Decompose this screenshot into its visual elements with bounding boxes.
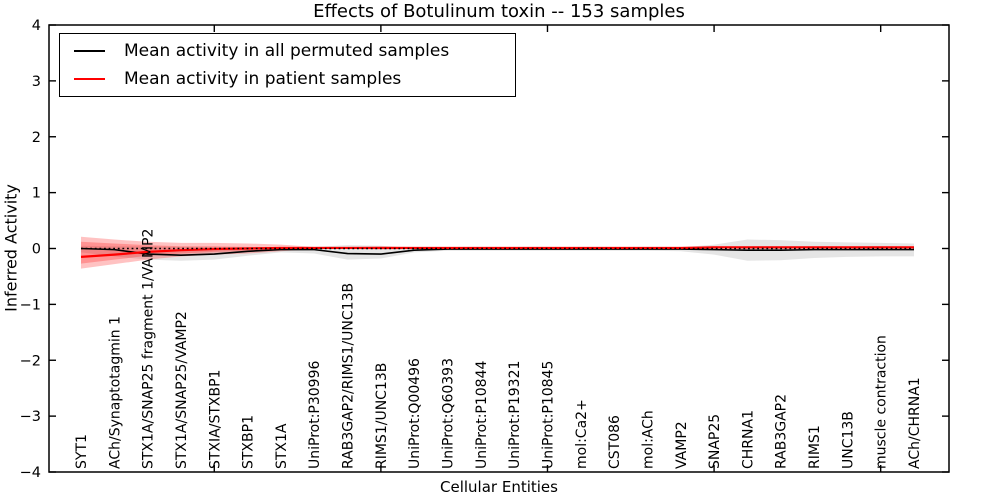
patient-std-band-outer (81, 236, 914, 269)
x-category-label: SYT1 (74, 434, 90, 469)
x-category-label: muscle contraction (874, 335, 890, 469)
legend-line-red-icon (74, 78, 105, 80)
x-category-label: UniProt:Q60393 (441, 358, 457, 469)
x-category-label: STX1A/SNAP25/VAMP2 (174, 311, 190, 469)
y-tick-label: −3 (20, 409, 41, 425)
y-tick-label: 1 (32, 186, 41, 202)
x-category-label: RAB3GAP2/RIMS1/UNC13B (341, 283, 357, 469)
x-category-label: CST086 (607, 415, 623, 469)
permuted-std-band (81, 239, 914, 261)
legend-line-black-icon (74, 50, 105, 52)
y-tick-label: −4 (20, 465, 41, 481)
x-category-label: VAMP2 (674, 421, 690, 469)
y-tick-label: 3 (32, 74, 41, 90)
x-category-label: STX1A (274, 423, 290, 469)
y-tick-label: −1 (20, 297, 41, 313)
x-category-label: STXIA/STXBP1 (207, 370, 223, 469)
x-category-label: SNAP25 (707, 414, 723, 469)
x-category-label: UniProt:P30996 (307, 361, 323, 469)
legend: Mean activity in all permuted samples Me… (59, 33, 516, 97)
x-category-label: STXBP1 (241, 415, 257, 469)
x-category-label: UNC13B (840, 411, 856, 469)
x-category-label: RIMS1 (807, 425, 823, 469)
y-tick-label: 4 (32, 18, 41, 34)
y-tick-label: 2 (32, 130, 41, 146)
x-category-label: RAB3GAP2 (774, 394, 790, 469)
x-category-label: UniProt:Q00496 (407, 358, 423, 469)
x-category-label: mol:Ca2+ (574, 399, 590, 469)
x-axis-label: Cellular Entities (440, 478, 558, 496)
x-category-label: STX1A/SNAP25 fragment 1/VAMP2 (141, 229, 157, 469)
permuted-mean-line (80, 247, 914, 257)
chart-title: Effects of Botulinum toxin -- 153 sample… (313, 1, 685, 22)
legend-label-patient: Mean activity in patient samples (124, 68, 402, 89)
y-axis-label: Inferred Activity (1, 184, 21, 312)
legend-label-permuted: Mean activity in all permuted samples (124, 40, 450, 61)
x-category-label: ACh/Synaptotagmin 1 (107, 316, 123, 469)
x-category-label: UniProt:P10844 (474, 361, 490, 469)
x-category-label: ACh/CHRNA1 (907, 377, 923, 469)
y-tick-label: 0 (32, 242, 41, 258)
y-tick-label: −2 (20, 353, 41, 369)
x-category-label: mol:ACh (640, 410, 656, 469)
x-category-label: RIMS1/UNC13B (374, 363, 390, 469)
x-category-label: UniProt:P10845 (540, 361, 556, 469)
x-category-label: UniProt:P19321 (507, 361, 523, 469)
legend-entry-permuted: Mean activity in all permuted samples (74, 38, 515, 64)
legend-entry-patient: Mean activity in patient samples (74, 66, 515, 92)
x-category-label: CHRNA1 (740, 410, 756, 469)
